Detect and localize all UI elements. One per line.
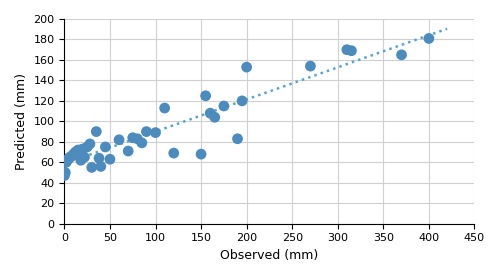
Point [197,152,205,156]
Point [95,156,103,160]
Point [74,148,82,152]
Point [72,150,80,154]
Point [60,173,68,178]
Point [202,94,209,98]
Point [64,157,72,161]
Point [142,129,150,134]
Point [66,155,74,159]
Point [152,130,160,135]
Point [63,158,71,163]
Point [242,65,250,69]
Point [80,155,88,159]
Y-axis label: Predicted (mm): Predicted (mm) [15,73,28,170]
Point [102,145,110,149]
Point [238,99,246,103]
Point [398,53,406,57]
Point [210,115,218,119]
Point [115,138,123,142]
Point [65,156,73,160]
Point [128,135,136,140]
Point [206,111,214,116]
Point [77,158,85,163]
Point [62,160,70,165]
Point [170,151,177,155]
Point [62,170,70,175]
Point [343,47,351,52]
Point [106,157,114,161]
Point [220,104,228,108]
Point [124,149,132,153]
Point [234,137,241,141]
Point [78,147,86,151]
Point [97,164,105,169]
Point [68,154,76,158]
Point [138,141,146,145]
Point [83,145,91,149]
Point [306,64,314,68]
Point [160,106,168,110]
Point [88,165,96,170]
X-axis label: Observed (mm): Observed (mm) [220,249,318,262]
Point [425,36,433,41]
Point [92,129,100,134]
Point [348,48,356,53]
Point [134,137,141,141]
Point [86,142,94,146]
Point [70,152,78,156]
